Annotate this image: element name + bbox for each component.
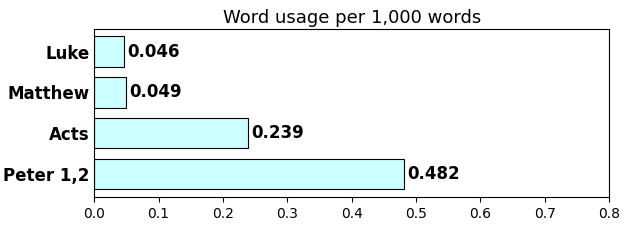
Text: 0.046: 0.046 [127,43,180,61]
Text: 0.482: 0.482 [408,165,460,183]
Bar [94,77,126,108]
Title: Word usage per 1,000 words: Word usage per 1,000 words [222,9,481,27]
Bar [94,36,124,67]
Bar [94,159,404,189]
Bar [94,118,248,148]
Text: 0.049: 0.049 [129,84,181,102]
Text: 0.239: 0.239 [251,124,304,142]
